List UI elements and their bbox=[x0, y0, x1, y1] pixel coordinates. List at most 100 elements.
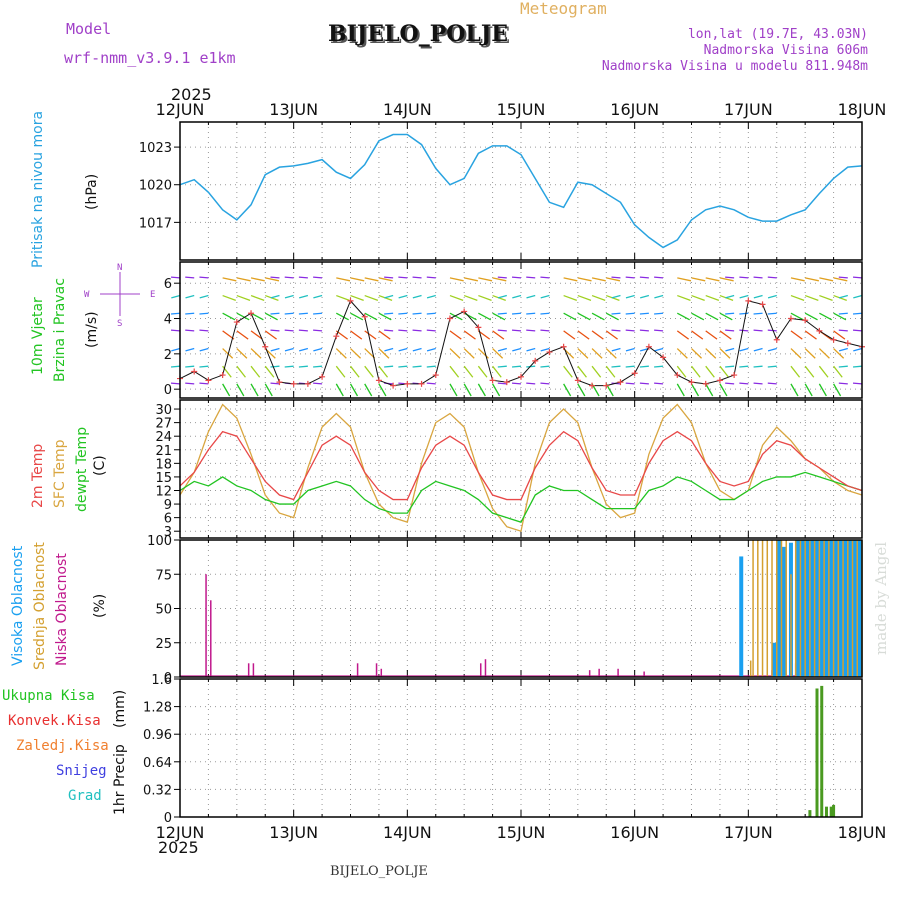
y-tick-label: 50 bbox=[155, 603, 172, 618]
wind-arrow bbox=[384, 365, 394, 368]
panel-frame bbox=[179, 539, 863, 678]
wind-arrow bbox=[563, 312, 577, 321]
wind-arrow bbox=[426, 294, 436, 299]
wind-arrow bbox=[426, 365, 436, 368]
y-tick-label: 4 bbox=[164, 313, 172, 328]
wind-arrow bbox=[540, 312, 550, 315]
wind-arrow bbox=[185, 365, 195, 368]
cloud-bar-low bbox=[356, 663, 359, 677]
wind-arrow bbox=[719, 365, 730, 378]
wind-arrow bbox=[270, 276, 280, 279]
wind-arrow bbox=[852, 276, 863, 279]
wind-unit: (m/s) bbox=[84, 311, 100, 348]
wind-arrow bbox=[526, 276, 536, 279]
wind-arrow bbox=[767, 312, 777, 315]
wind-arrow bbox=[270, 294, 280, 299]
wind-arrow bbox=[804, 365, 815, 378]
wind-gust-marker bbox=[589, 382, 596, 389]
temp-line-1 bbox=[179, 403, 863, 533]
wind-arrow bbox=[384, 294, 394, 299]
wind-arrow bbox=[739, 382, 749, 385]
wind-arrow bbox=[284, 276, 294, 279]
wind-arrow bbox=[449, 294, 464, 301]
x-date-label-bottom: 13JUN bbox=[269, 823, 318, 842]
wind-arrow bbox=[497, 294, 507, 299]
wind-gust-marker bbox=[262, 343, 269, 350]
pressure-unit: (hPa) bbox=[84, 174, 100, 210]
wind-arrow bbox=[236, 365, 246, 378]
wind-arrow bbox=[577, 294, 592, 301]
wind-arrow bbox=[299, 294, 309, 299]
wind-arrow bbox=[222, 277, 237, 282]
wind-arrow bbox=[739, 347, 749, 352]
elevation-label: Nadmorska Visina 606m bbox=[704, 43, 869, 58]
wind-arrow bbox=[833, 312, 847, 321]
cloud-ylabel: Visoka Oblacnost bbox=[10, 545, 26, 666]
wind-arrow bbox=[725, 329, 735, 332]
x-date-label-top: 14JUN bbox=[383, 100, 432, 119]
wind-arrow bbox=[250, 383, 259, 397]
wind-arrow bbox=[526, 294, 536, 299]
wind-arrow bbox=[753, 365, 763, 368]
wind-arrow bbox=[378, 330, 391, 340]
wind-arrow bbox=[654, 347, 664, 352]
wind-arrow bbox=[540, 276, 550, 279]
wind-arrow bbox=[463, 365, 474, 378]
wind-arrow bbox=[313, 312, 323, 315]
wind-arrow bbox=[449, 330, 462, 340]
wind-arrow bbox=[298, 276, 308, 279]
wind-arrow bbox=[563, 383, 572, 397]
wind-arrow bbox=[298, 365, 308, 368]
wind-arrow bbox=[605, 348, 617, 359]
wind-arrow bbox=[611, 365, 621, 368]
wind-arrow bbox=[426, 329, 436, 332]
wind-arrow bbox=[497, 312, 507, 315]
cloud-bar-low bbox=[598, 668, 600, 677]
wind-arrow bbox=[591, 365, 602, 378]
wind-arrow bbox=[449, 277, 464, 282]
wind-arrow bbox=[185, 294, 195, 299]
compass-west: W bbox=[84, 290, 90, 300]
wind-arrow bbox=[426, 276, 436, 279]
wind-arrow bbox=[625, 365, 635, 368]
wind-arrow bbox=[691, 277, 706, 282]
wind-arrow bbox=[739, 312, 749, 315]
wind-ylabel: 10m Vjetar bbox=[30, 297, 46, 375]
wind-arrow bbox=[654, 294, 664, 299]
wind-gust-marker bbox=[674, 372, 681, 379]
wind-arrow bbox=[654, 365, 664, 368]
wind-arrow bbox=[577, 277, 592, 282]
x-date-label-top: 13JUN bbox=[269, 100, 318, 119]
wind-gust-marker bbox=[219, 372, 226, 379]
wind-arrow bbox=[852, 312, 863, 315]
wind-arrow bbox=[336, 277, 351, 282]
wind-arrow bbox=[298, 312, 308, 315]
wind-arrow bbox=[250, 294, 265, 301]
wind-arrow bbox=[838, 276, 848, 279]
wind-gust-marker bbox=[347, 297, 354, 304]
x-date-label-top: 15JUN bbox=[497, 100, 546, 119]
wind-arrow bbox=[852, 382, 863, 385]
wind-arrow bbox=[378, 277, 393, 282]
panel-frame bbox=[179, 678, 863, 818]
wind-arrow bbox=[611, 329, 621, 332]
wind-arrow bbox=[540, 365, 550, 368]
wind-gust-marker bbox=[617, 379, 624, 386]
wind-arrow bbox=[236, 294, 251, 301]
cloud-bar-high bbox=[800, 540, 805, 677]
wind-arrow bbox=[222, 383, 231, 397]
wind-gust-marker bbox=[574, 377, 581, 384]
wind-arrow bbox=[270, 382, 280, 385]
precip-legend-frozen: Zaledj.Kisa bbox=[16, 738, 109, 754]
wind-arrow bbox=[719, 348, 731, 359]
wind-arrow bbox=[199, 276, 209, 279]
wind-arrow bbox=[591, 277, 606, 282]
cloud-bar-low bbox=[252, 663, 255, 677]
wind-arrow bbox=[384, 312, 394, 315]
wind-arrow bbox=[364, 383, 373, 397]
wind-arrow bbox=[804, 294, 819, 301]
lonlat-label: lon,lat (19.7E, 43.03N) bbox=[688, 27, 868, 42]
wind-arrow bbox=[838, 382, 848, 385]
wind-arrow bbox=[478, 312, 492, 321]
wind-arrow bbox=[725, 312, 735, 315]
